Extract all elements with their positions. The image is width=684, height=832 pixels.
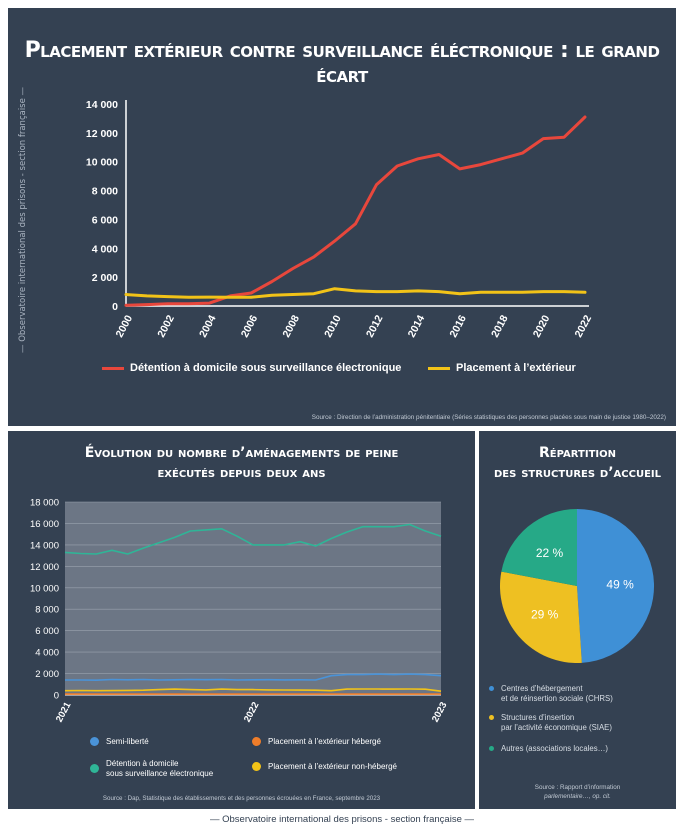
x-tick-label: 2014 [406,313,428,338]
pie-slice-autres [501,509,577,586]
legend-placement-non-heberge: Placement à l’extérieur non-hébergé [268,762,397,771]
legend-chrs: Centres d’hébergement et de réinsertion … [489,684,613,704]
chart-bl-title-line1: Évolution du nombre d’aménagements de pe… [84,445,399,461]
legend-siae-dot [489,715,494,720]
y-tick-label: 2 000 [35,669,59,680]
y-tick-label: 14 000 [86,99,118,111]
source-br-line1: Source : Rapport d’information [534,784,621,791]
legend-siae-line1: Structures d’insertion [501,713,575,722]
y-tick-label: 6 000 [35,626,59,637]
legend-chrs-line1: Centres d’hébergement [501,684,583,693]
source-bottom-left: Source : Dap, Statistique des établissem… [102,795,381,802]
x-tick-label: 2023 [430,700,450,724]
legend-chrs-line2: et de réinsertion sociale (CHRS) [501,694,613,703]
pie-label-autres: 22 % [536,546,564,560]
chart-br-title: Répartition des structures d’accueil [479,443,676,483]
legend-top-yellow: Placement à l’extérieur [428,362,576,374]
legend-siae-line2: par l’activité économique (SIAE) [501,723,612,732]
legend-dot-orange [252,737,261,746]
bottom-left-panel: Évolution du nombre d’aménagements de pe… [8,431,475,809]
source-br-line2: parlementaire…, op. cit. [544,793,611,800]
y-tick-label: 10 000 [86,157,118,169]
x-tick-label: 2000 [114,313,136,338]
y-tick-label: 0 [54,691,59,702]
x-tick-label: 2012 [364,313,386,338]
y-tick-label: 2 000 [92,272,118,284]
legend-semi-liberte: Semi-liberté [106,737,149,746]
legend-top-red: Détention à domicile sous surveillance é… [102,362,401,374]
pie-label-siae: 29 % [531,608,559,622]
y-tick-label: 18 000 [30,498,59,509]
x-tick-label: 2018 [489,313,511,338]
x-tick-label: 2008 [280,313,302,338]
source-bottom-right: Source : Rapport d’information parlement… [479,783,676,801]
plot-area [65,502,441,695]
chart-bottom-left: 0 2 000 4 000 6 000 8 000 10 000 12 000 14 000 1… [30,498,450,725]
legend-ddse: Détention à domicile sous surveillance é… [106,759,213,779]
series-line-ddse [64,523,442,555]
y-tick-label: 8 000 [92,186,118,198]
x-tick-label: 2006 [239,313,261,338]
y-tick-label: 6 000 [92,214,118,226]
pie-chart: 49 % 29 % 22 % [499,509,655,664]
main-title: Placement extérieur contre surveillance … [24,38,660,88]
y-tick-label: 0 [112,301,118,313]
legend-ddse-line2: sous surveillance électronique [106,769,214,778]
legend-swatch-yellow [428,366,450,370]
legend-chrs-dot [489,686,494,691]
x-tick-label: 2016 [447,313,469,338]
legend-top-red-label: Détention à domicile sous surveillance é… [130,362,402,374]
legend-top-yellow-label: Placement à l’extérieur [456,362,576,374]
pie-label-chrs: 49 % [606,578,634,592]
legend-placement-heberge: Placement à l’extérieur hébergé [268,737,381,746]
pie-slice-siae [499,571,582,664]
chart-bl-title: Évolution du nombre d’aménagements de pe… [8,443,475,483]
y-tick-label: 4 000 [92,243,118,255]
source-top: Source : Direction de l’administration p… [311,414,666,421]
y-tick-label: 8 000 [35,605,59,616]
series-line-semi-liberte [65,673,442,681]
x-tick-label: 2022 [242,700,262,724]
chart-br-title-line2: des structures d’accueil [493,465,662,481]
series-line-placement [124,287,587,299]
top-panel: Placement extérieur contre surveillance … [8,8,676,426]
y-tick-label: 16 000 [30,519,59,530]
pie-slice-chrs [577,509,655,663]
legend-dot-yellow [252,762,261,771]
x-tick-label: 2021 [54,700,74,724]
y-tick-label: 12 000 [86,128,118,140]
legend-dot-blue [90,737,99,746]
legend-siae: Structures d’insertion par l’activité éc… [489,713,612,733]
x-tick-label: 2022 [573,313,595,338]
x-tick-label: 2002 [155,313,177,338]
y-tick-label: 14 000 [30,540,59,551]
bottom-right-panel: Répartition des structures d’accueil 49 … [479,431,676,809]
footer: — Observatoire international des prisons… [209,814,474,825]
legend-autres-line1: Autres (associations locales…) [501,744,609,753]
chart-br-title-line1: Répartition [539,445,616,461]
y-tick-label: 10 000 [30,583,59,594]
chart-top: 0 2 000 4 000 6 000 8 000 10 000 12 000 14 000 2… [86,99,595,338]
legend-autres: Autres (associations locales…) [489,744,609,754]
y-tick-label: 4 000 [35,648,59,659]
y-tick-label: 12 000 [30,562,59,573]
x-tick-label: 2020 [531,313,553,338]
chart-bl-title-line2: exécutés depuis deux ans [157,465,326,481]
legend-swatch-red [102,366,124,370]
x-tick-label: 2010 [322,313,344,338]
series-line-ddse [124,115,587,307]
legend-autres-dot [489,746,494,751]
series-line-placement-non-heberge [64,688,442,692]
legend-ddse-line1: Détention à domicile [106,759,179,768]
legend-dot-teal [90,764,99,773]
x-tick-label: 2004 [197,313,219,338]
